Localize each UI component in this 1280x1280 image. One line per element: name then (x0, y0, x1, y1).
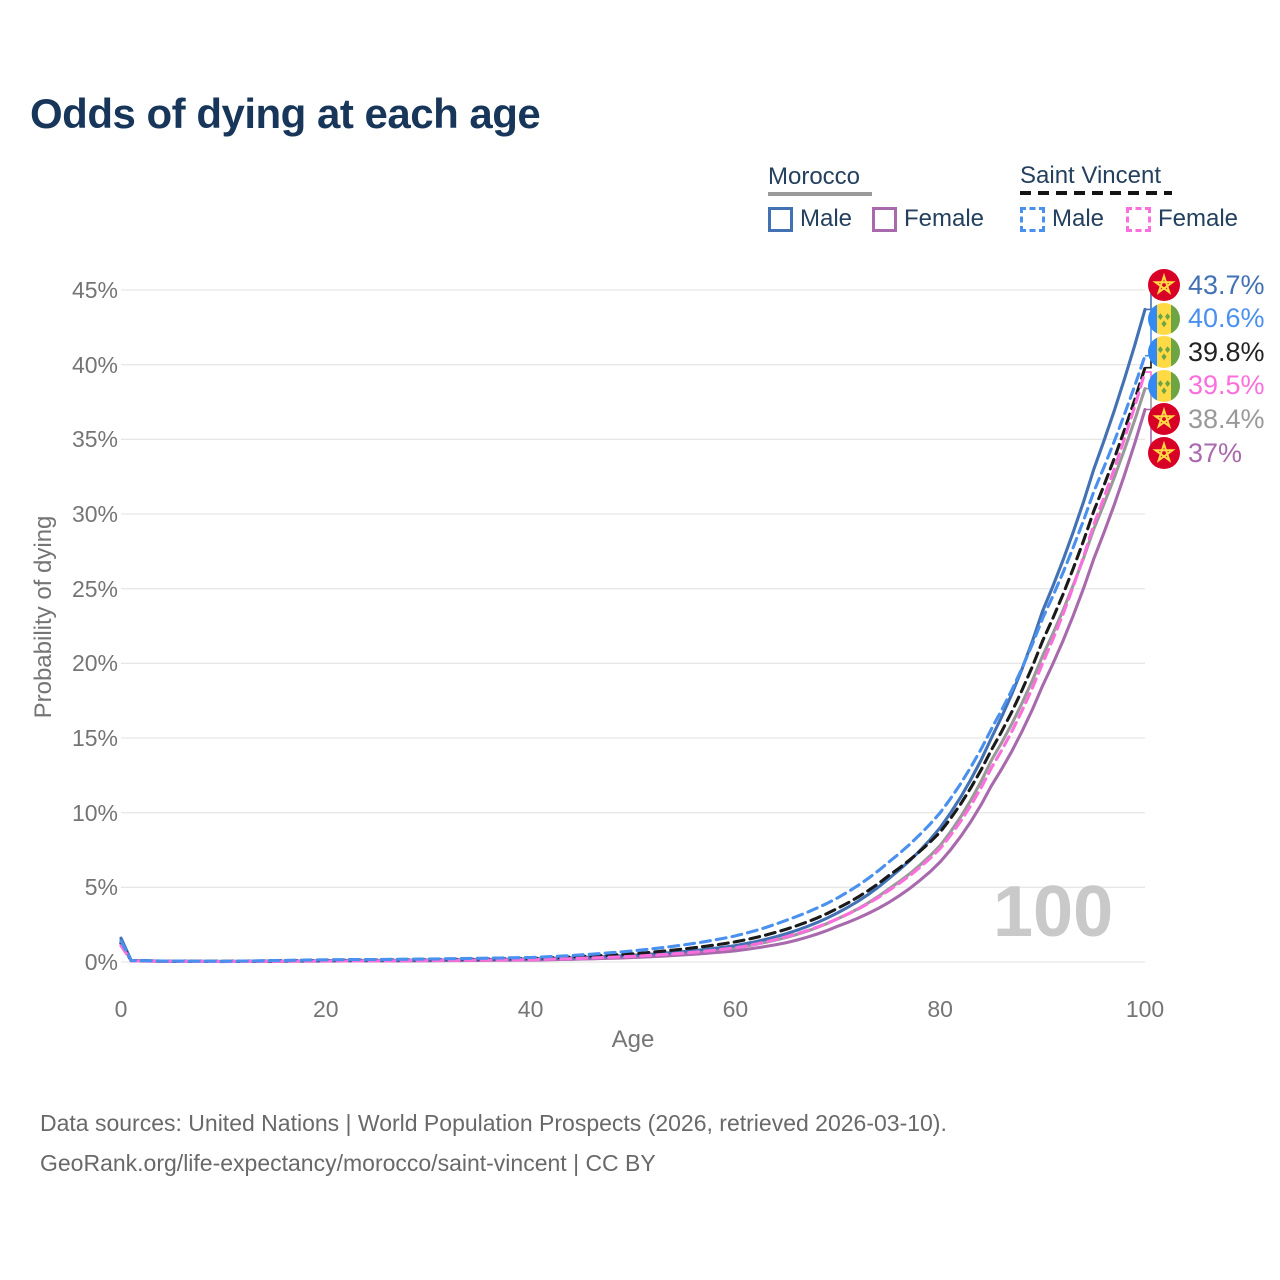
x-tick-label: 40 (517, 996, 544, 1022)
end-label-value: 40.6% (1188, 303, 1265, 334)
saint-vincent-flag-icon (1148, 302, 1180, 335)
x-tick-label: 60 (722, 996, 749, 1022)
footer-data-sources: Data sources: United Nations | World Pop… (40, 1110, 947, 1136)
morocco-flag-icon (1148, 403, 1180, 436)
saint-vincent-flag-icon (1148, 336, 1180, 369)
saint-vincent-underline (1020, 191, 1172, 195)
morocco-flag-icon (1148, 269, 1180, 301)
series-line-morocco-male[interactable] (119, 307, 1147, 963)
end-label-value: 39.8% (1188, 336, 1265, 367)
end-label-saint-vincent-female: 39.5% (1148, 369, 1265, 402)
x-tick-label: 20 (313, 996, 339, 1022)
end-label-morocco-total: 38.4% (1148, 403, 1265, 436)
legend-swatch-saint-vincent-male[interactable] (1020, 207, 1045, 232)
legend-label-morocco-male[interactable]: Male (800, 205, 853, 232)
legend-swatch-morocco-female[interactable] (872, 207, 897, 232)
legend-group-saint-vincent: Saint Vincent (1020, 162, 1161, 189)
y-tick-label: 5% (84, 874, 118, 901)
y-tick-label: 35% (71, 426, 118, 453)
legend-label-saint-vincent-female[interactable]: Female (1158, 205, 1239, 232)
x-tick-label: 100 (1125, 996, 1165, 1022)
x-tick-label: 80 (927, 996, 953, 1022)
morocco-flag-icon (1148, 437, 1180, 469)
end-label-morocco-female: 37% (1148, 437, 1242, 469)
y-tick-label: 25% (71, 575, 118, 602)
y-axis-title: Probability of dying (30, 515, 57, 719)
y-tick-label: 40% (71, 351, 118, 378)
end-label-saint-vincent-male: 40.6% (1148, 302, 1265, 335)
end-label-saint-vincent-total: 39.8% (1148, 336, 1265, 369)
watermark-age: 100 (993, 872, 1114, 952)
end-label-value: 37% (1188, 437, 1243, 468)
series-line-morocco-total[interactable] (119, 387, 1147, 963)
x-axis-title: Age (611, 1026, 655, 1053)
end-label-value: 43.7% (1188, 269, 1265, 300)
series-line-saint-vincent-male[interactable] (119, 354, 1147, 963)
series-line-saint-vincent-female[interactable] (119, 370, 1147, 964)
end-label-value: 38.4% (1188, 403, 1265, 434)
legend-label-morocco-female[interactable]: Female (904, 205, 985, 232)
y-tick-label: 30% (71, 501, 118, 527)
end-label-value: 39.5% (1188, 370, 1265, 401)
end-label-morocco-male: 43.7% (1148, 269, 1265, 301)
series-line-saint-vincent-total[interactable] (119, 366, 1147, 963)
morocco-underline (768, 192, 872, 196)
legend-label-saint-vincent-male[interactable]: Male (1052, 205, 1105, 232)
saint-vincent-flag-icon (1148, 369, 1180, 402)
y-tick-label: 15% (71, 725, 118, 751)
legend-group-morocco: Morocco (768, 163, 861, 190)
y-tick-label: 10% (71, 799, 118, 826)
y-tick-label: 0% (84, 949, 118, 975)
x-tick-label: 0 (114, 996, 128, 1022)
legend-swatch-saint-vincent-female[interactable] (1126, 207, 1151, 232)
footer-attribution-link: GeoRank.org/life-expectancy/morocco/sain… (40, 1150, 656, 1176)
legend-swatch-morocco-male[interactable] (768, 207, 793, 232)
y-tick-label: 20% (71, 650, 118, 677)
page-title: Odds of dying at each age (30, 90, 541, 137)
series-line-morocco-female[interactable] (119, 407, 1147, 964)
y-tick-label: 45% (71, 277, 118, 303)
